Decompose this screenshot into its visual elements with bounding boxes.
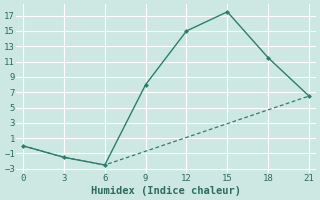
X-axis label: Humidex (Indice chaleur): Humidex (Indice chaleur) xyxy=(91,186,241,196)
